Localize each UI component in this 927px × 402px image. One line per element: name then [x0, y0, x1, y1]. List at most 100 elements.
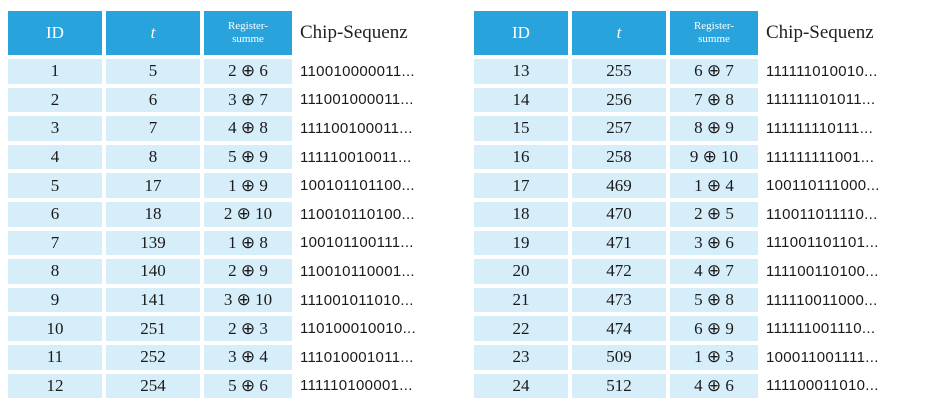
table-row: 15 257 8 ⊕ 9 111111110111...: [474, 116, 917, 141]
cell-chip-sequenz: 111111111001...: [762, 144, 917, 170]
header-row: ID t Register- summe Chip-Sequenz: [474, 11, 917, 55]
cell-chip-sequenz: 111110010011...: [296, 144, 451, 170]
cell-id: 6: [8, 201, 102, 227]
table-row: 8 140 2 ⊕ 9 110010110001...: [8, 259, 451, 284]
cell-registersumme: 7 ⊕ 8: [670, 87, 758, 113]
cell-registersumme: 3 ⊕ 6: [670, 230, 758, 256]
cell-id: 18: [474, 201, 568, 227]
cell-t: 251: [106, 316, 200, 341]
table-row: 12 254 5 ⊕ 6 111110100001...: [8, 373, 451, 399]
cell-t: 469: [572, 173, 666, 198]
table-row: 24 512 4 ⊕ 6 111100011010...: [474, 373, 917, 399]
cell-registersumme: 4 ⊕ 7: [670, 259, 758, 284]
cell-registersumme: 1 ⊕ 9: [204, 173, 292, 198]
cell-t: 6: [106, 87, 200, 113]
cell-t: 254: [106, 373, 200, 399]
cell-id: 5: [8, 173, 102, 198]
cell-t: 7: [106, 116, 200, 141]
table-row: 14 256 7 ⊕ 8 111111101011...: [474, 87, 917, 113]
cell-chip-sequenz: 111110011000...: [762, 287, 917, 313]
cell-registersumme: 8 ⊕ 9: [670, 116, 758, 141]
cell-t: 8: [106, 144, 200, 170]
header-id: ID: [8, 11, 102, 55]
table-row: 9 141 3 ⊕ 10 111001011010...: [8, 287, 451, 313]
header-registersumme-line2: summe: [232, 33, 264, 45]
cell-chip-sequenz: 111010001011...: [296, 344, 451, 370]
cell-id: 22: [474, 316, 568, 341]
cell-chip-sequenz: 110010000011...: [296, 59, 451, 84]
cell-t: 140: [106, 259, 200, 284]
table-row: 18 470 2 ⊕ 5 110011011110...: [474, 201, 917, 227]
header-chip-sequenz: Chip-Sequenz: [296, 11, 451, 55]
cell-chip-sequenz: 111100100011...: [296, 116, 451, 141]
cell-registersumme: 5 ⊕ 6: [204, 373, 292, 399]
cell-registersumme: 9 ⊕ 10: [670, 144, 758, 170]
cell-id: 10: [8, 316, 102, 341]
header-row: ID t Register- summe Chip-Sequenz: [8, 11, 451, 55]
table-row: 16 258 9 ⊕ 10 111111111001...: [474, 144, 917, 170]
cell-t: 471: [572, 230, 666, 256]
cell-id: 17: [474, 173, 568, 198]
cell-t: 18: [106, 201, 200, 227]
cell-registersumme: 3 ⊕ 4: [204, 344, 292, 370]
cell-id: 20: [474, 259, 568, 284]
cell-chip-sequenz: 100101101100...: [296, 173, 451, 198]
table-row: 22 474 6 ⊕ 9 111111001110...: [474, 316, 917, 341]
cell-id: 14: [474, 87, 568, 113]
cell-chip-sequenz: 110010110100...: [296, 201, 451, 227]
cell-registersumme: 4 ⊕ 6: [670, 373, 758, 399]
cell-t: 252: [106, 344, 200, 370]
cell-chip-sequenz: 111111110111...: [762, 116, 917, 141]
cell-t: 258: [572, 144, 666, 170]
cell-id: 23: [474, 344, 568, 370]
cell-id: 16: [474, 144, 568, 170]
cell-t: 256: [572, 87, 666, 113]
table-row: 7 139 1 ⊕ 8 100101100111...: [8, 230, 451, 256]
cell-chip-sequenz: 111110100001...: [296, 373, 451, 399]
cell-registersumme: 4 ⊕ 8: [204, 116, 292, 141]
cell-chip-sequenz: 100101100111...: [296, 230, 451, 256]
table-row: 19 471 3 ⊕ 6 111001101101...: [474, 230, 917, 256]
cell-chip-sequenz: 111100110100...: [762, 259, 917, 284]
table-row: 11 252 3 ⊕ 4 111010001011...: [8, 344, 451, 370]
cell-t: 509: [572, 344, 666, 370]
cell-id: 1: [8, 59, 102, 84]
cell-chip-sequenz: 110011011110...: [762, 201, 917, 227]
header-registersumme: Register- summe: [670, 11, 758, 55]
cell-registersumme: 3 ⊕ 10: [204, 287, 292, 313]
cell-t: 473: [572, 287, 666, 313]
cell-t: 5: [106, 59, 200, 84]
cell-registersumme: 5 ⊕ 8: [670, 287, 758, 313]
cell-chip-sequenz: 111111101011...: [762, 87, 917, 113]
cell-id: 8: [8, 259, 102, 284]
cell-id: 4: [8, 144, 102, 170]
header-registersumme: Register- summe: [204, 11, 292, 55]
table-row: 21 473 5 ⊕ 8 111110011000...: [474, 287, 917, 313]
cell-registersumme: 1 ⊕ 8: [204, 230, 292, 256]
cell-t: 141: [106, 287, 200, 313]
cell-id: 12: [8, 373, 102, 399]
cell-chip-sequenz: 111100011010...: [762, 373, 917, 399]
cell-registersumme: 1 ⊕ 3: [670, 344, 758, 370]
cell-registersumme: 2 ⊕ 9: [204, 259, 292, 284]
cell-chip-sequenz: 111001000011...: [296, 87, 451, 113]
header-t: t: [572, 11, 666, 55]
header-id: ID: [474, 11, 568, 55]
header-registersumme-line2: summe: [698, 33, 730, 45]
cell-chip-sequenz: 111001011010...: [296, 287, 451, 313]
cell-chip-sequenz: 100011001111...: [762, 344, 917, 370]
cell-registersumme: 6 ⊕ 7: [670, 59, 758, 84]
cell-chip-sequenz: 111111010010...: [762, 59, 917, 84]
cell-chip-sequenz: 100110111000...: [762, 173, 917, 198]
cell-id: 11: [8, 344, 102, 370]
cell-t: 512: [572, 373, 666, 399]
table-row: 6 18 2 ⊕ 10 110010110100...: [8, 201, 451, 227]
cell-chip-sequenz: 111111001110...: [762, 316, 917, 341]
cell-registersumme: 6 ⊕ 9: [670, 316, 758, 341]
cell-id: 7: [8, 230, 102, 256]
